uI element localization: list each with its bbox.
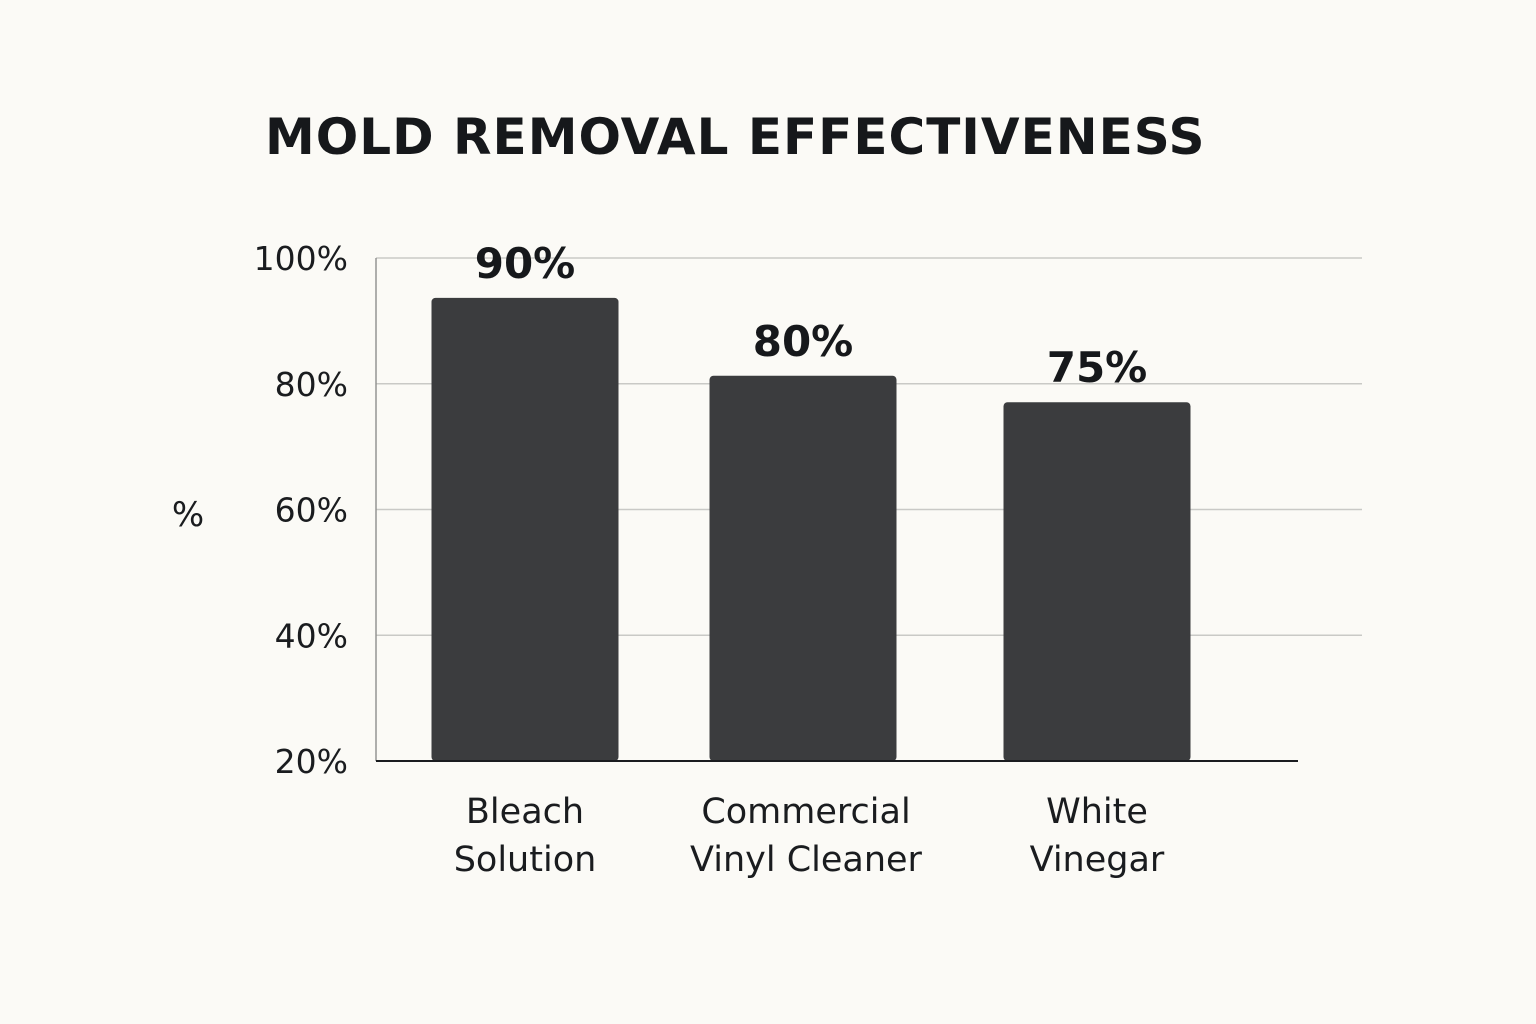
data-label: 75% xyxy=(1047,343,1148,392)
y-tick-label: 20% xyxy=(275,742,348,781)
y-tick-label: 80% xyxy=(275,365,348,404)
bar-0 xyxy=(431,297,619,761)
y-axis-label: % xyxy=(172,495,204,535)
y-tick-label: 60% xyxy=(275,491,348,530)
x-tick-label: Bleach xyxy=(466,792,584,832)
x-tick-label: Vinegar xyxy=(1030,840,1165,880)
x-tick-label: White xyxy=(1046,792,1148,832)
bar-1 xyxy=(709,375,897,761)
axes xyxy=(375,258,1298,762)
x-tick-label: Commercial xyxy=(701,792,910,832)
x-tick-label: Vinyl Cleaner xyxy=(690,840,923,880)
labels: 20% 40% 60% 80% 100% 90% Bleach Solution 80% Comm… xyxy=(254,239,1165,880)
y-tick-label: 40% xyxy=(275,616,348,655)
y-tick-label: 100% xyxy=(254,239,348,278)
bar-2 xyxy=(1003,402,1191,761)
bars xyxy=(431,297,1191,761)
data-label: 90% xyxy=(475,239,576,288)
data-label: 80% xyxy=(753,317,854,366)
x-tick-label: Solution xyxy=(454,840,597,880)
chart-title: MOLD REMOVAL EFFECTIVENESS xyxy=(265,108,1206,166)
